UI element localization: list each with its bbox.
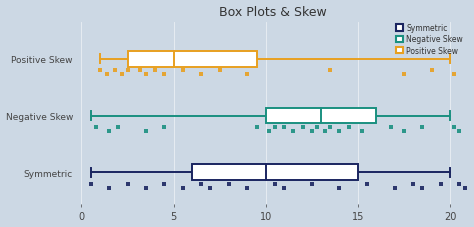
Title: Box Plots & Skew: Box Plots & Skew: [219, 5, 327, 18]
Bar: [128, 51, 256, 67]
Bar: [192, 165, 358, 181]
Legend: Symmetric, Negative Skew, Positive Skew: Symmetric, Negative Skew, Positive Skew: [395, 22, 465, 57]
Bar: [266, 108, 376, 124]
